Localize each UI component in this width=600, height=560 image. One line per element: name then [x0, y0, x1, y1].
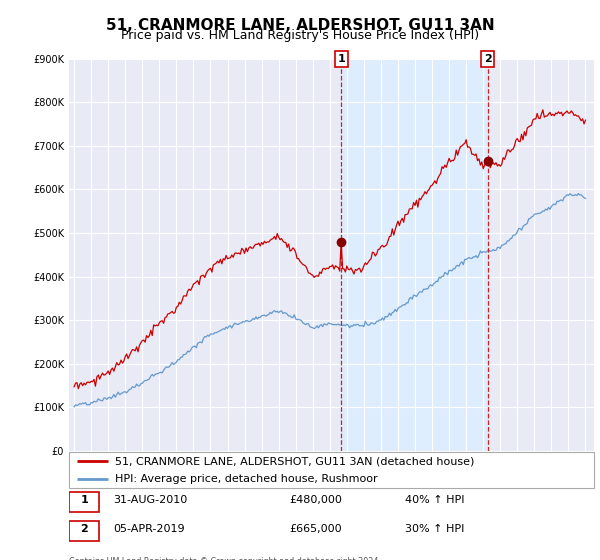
Text: 2: 2	[484, 54, 491, 64]
Text: 31-AUG-2010: 31-AUG-2010	[113, 496, 188, 506]
Text: 1: 1	[337, 54, 345, 64]
FancyBboxPatch shape	[69, 521, 100, 541]
Text: 1: 1	[80, 496, 88, 506]
Text: £480,000: £480,000	[290, 496, 343, 506]
FancyBboxPatch shape	[69, 492, 100, 512]
Text: Price paid vs. HM Land Registry's House Price Index (HPI): Price paid vs. HM Land Registry's House …	[121, 29, 479, 42]
Bar	[341, 59, 488, 451]
Text: HPI: Average price, detached house, Rushmoor: HPI: Average price, detached house, Rush…	[115, 474, 378, 484]
Text: 40% ↑ HPI: 40% ↑ HPI	[405, 496, 464, 506]
Text: Contains HM Land Registry data © Crown copyright and database right 2024.
This d: Contains HM Land Registry data © Crown c…	[69, 557, 381, 560]
Text: 05-APR-2019: 05-APR-2019	[113, 524, 185, 534]
Text: 51, CRANMORE LANE, ALDERSHOT, GU11 3AN (detached house): 51, CRANMORE LANE, ALDERSHOT, GU11 3AN (…	[115, 456, 475, 466]
Text: 30% ↑ HPI: 30% ↑ HPI	[405, 524, 464, 534]
Text: 51, CRANMORE LANE, ALDERSHOT, GU11 3AN: 51, CRANMORE LANE, ALDERSHOT, GU11 3AN	[106, 18, 494, 34]
FancyBboxPatch shape	[69, 452, 594, 488]
Text: £665,000: £665,000	[290, 524, 342, 534]
Text: 2: 2	[80, 524, 88, 534]
